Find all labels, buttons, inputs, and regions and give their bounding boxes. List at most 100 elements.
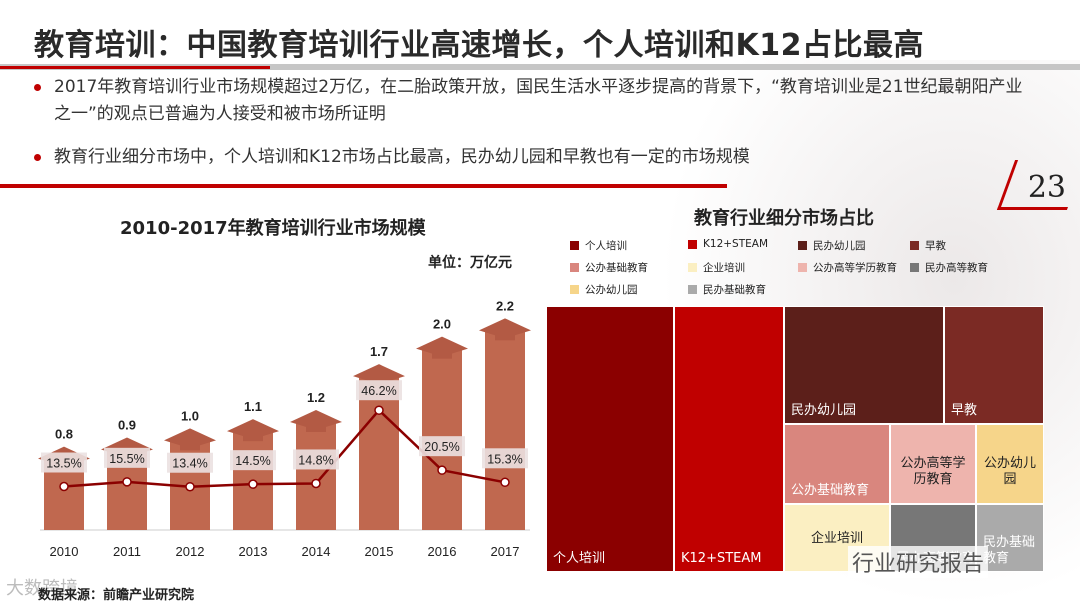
legend-swatch-icon	[570, 241, 579, 250]
legend-swatch-icon	[688, 285, 697, 294]
rate-label-2012: 13.4%	[172, 457, 207, 471]
x-tick-label-2016: 2016	[428, 544, 457, 559]
bar-2014	[296, 420, 336, 530]
treemap-tile-label: 早教	[951, 403, 978, 418]
bar-cap-icon-2015	[353, 364, 405, 385]
legend-item: 公办基础教育	[570, 260, 648, 275]
treemap-tile-label: 公办高等学历教育	[900, 456, 966, 488]
rate-point-2011	[122, 477, 132, 487]
legend-item: K12+STEAM	[688, 238, 768, 250]
page-title: 教育培训：中国教育培训行业高速增长，个人培训和K12占比最高	[34, 28, 924, 63]
rate-label-2011: 15.5%	[109, 452, 144, 466]
legend-swatch-icon	[798, 263, 807, 272]
rate-label-2014: 14.8%	[298, 453, 333, 467]
rate-label-bg-2017	[482, 448, 528, 469]
rate-label-bg-2010	[41, 452, 87, 473]
watermark-right: 行业研究报告	[848, 546, 989, 578]
bullet-dot-icon	[34, 84, 41, 91]
bar-chart: 0.8 2010 0.9 2011 1.0 2012 1.1 2013 1.2 2014 1.7 20…	[38, 298, 531, 559]
legend-swatch-icon	[688, 239, 697, 249]
bar-value-label-2017: 2.2	[496, 298, 514, 313]
treemap-tile: 个人培训	[546, 306, 674, 572]
bar-value-label-2011: 0.9	[118, 418, 136, 433]
treemap-tile-label: 民办基础教育	[983, 535, 1036, 566]
legend-swatch-icon	[798, 241, 807, 250]
rate-label-2016: 20.5%	[424, 440, 459, 454]
rate-label-bg-2011	[104, 447, 150, 468]
legend-swatch-icon	[688, 263, 697, 272]
x-tick-label-2011: 2011	[113, 544, 141, 559]
bar-value-label-2013: 1.1	[244, 399, 262, 414]
x-tick-label-2017: 2017	[491, 544, 520, 559]
bullet-text: 2017年教育培训行业市场规模超过2万亿，在二胎政策开放，国民生活水平逐步提高的…	[54, 77, 1023, 124]
treemap-tile-label: 企业培训	[810, 531, 863, 547]
legend-item: 民办幼儿园	[798, 238, 866, 253]
rate-label-2017: 15.3%	[487, 452, 522, 466]
legend-item: 民办高等教育	[910, 260, 988, 275]
treemap-tile: 民办幼儿园	[784, 306, 944, 424]
legend-label: 公办幼儿园	[585, 284, 638, 296]
treemap-tile: 早教	[944, 306, 1044, 424]
treemap-tile: 公办基础教育	[784, 424, 890, 504]
bar-value-label-2015: 1.7	[370, 344, 388, 359]
treemap-tile-label: 公办基础教育	[791, 483, 870, 498]
treemap-tile: 公办幼儿园	[976, 424, 1044, 504]
bar-value-label-2014: 1.2	[307, 390, 325, 405]
legend-label: 民办基础教育	[703, 284, 766, 296]
rate-label-2010: 13.5%	[46, 457, 81, 471]
legend-label: 个人培训	[585, 240, 627, 252]
legend-item: 早教	[910, 238, 946, 253]
treemap-chart: 个人培训 K12+STEAM 民办幼儿园 早教公办基础教育 公办高等学历教育 公办幼儿园企…	[546, 306, 1046, 572]
legend-swatch-icon	[570, 285, 579, 294]
legend-label: 早教	[925, 240, 946, 252]
bar-cap-base-2014	[306, 424, 326, 432]
bar-cap-icon-2017	[479, 318, 531, 339]
rate-point-2012	[185, 481, 195, 492]
legend-swatch-icon	[570, 263, 579, 272]
treemap-tile-label: 公办幼儿园	[983, 456, 1036, 488]
title-divider	[0, 64, 1080, 70]
bar-2017	[485, 328, 525, 530]
legend-swatch-icon	[910, 241, 919, 250]
rate-point-2013	[248, 479, 258, 489]
treemap-tile: 公办高等学历教育	[890, 424, 976, 504]
data-source: 数据来源：前瞻产业研究院	[38, 588, 195, 603]
rate-point-2014	[311, 478, 321, 489]
growth-rate-line	[63, 408, 506, 488]
legend-label: K12+STEAM	[703, 238, 768, 250]
bullet-point-1: 2017年教育培训行业市场规模超过2万亿，在二胎政策开放，国民生活水平逐步提高的…	[34, 74, 1024, 128]
treemap-tile: K12+STEAM	[674, 306, 784, 572]
legend-item: 个人培训	[570, 238, 627, 253]
legend-item: 公办高等学历教育	[798, 260, 897, 275]
title-divider-accent	[0, 66, 270, 69]
rate-point-2017	[500, 477, 510, 488]
bar-value-label-2012: 1.0	[181, 408, 199, 423]
x-tick-label-2013: 2013	[239, 544, 268, 559]
legend-item: 民办基础教育	[688, 282, 766, 297]
bar-cap-icon-2012	[164, 428, 216, 449]
bar-chart-title: 2010-2017年教育培训行业市场规模	[120, 218, 426, 239]
x-tick-label-2015: 2015	[365, 544, 394, 559]
rate-point-2010	[59, 481, 69, 492]
legend-label: 民办幼儿园	[813, 240, 866, 252]
page-number: 23	[1027, 170, 1066, 205]
bar-cap-icon-2014	[290, 410, 342, 430]
x-tick-label-2010: 2010	[50, 544, 79, 559]
rate-point-2015	[374, 405, 384, 415]
bar-value-label-2016: 2.0	[433, 317, 451, 332]
treemap-tile-label: K12+STEAM	[681, 551, 762, 566]
legend-item: 企业培训	[688, 260, 745, 275]
rate-label-bg-2013	[230, 450, 276, 471]
x-tick-label-2014: 2014	[302, 544, 331, 559]
bullet-text: 教育行业细分市场中，个人培训和K12市场占比最高，民办幼儿园和早教也有一定的市场…	[54, 147, 750, 167]
bar-cap-base-2013	[243, 433, 263, 442]
rate-label-2015: 46.2%	[361, 384, 396, 398]
legend-label: 企业培训	[703, 262, 745, 274]
treemap-tile-label: 个人培训	[553, 551, 606, 566]
legend-item: 公办幼儿园	[570, 282, 638, 297]
rate-label-bg-2014	[293, 449, 339, 470]
watermark-left: 大数跨境	[6, 578, 78, 599]
rate-point-2016	[437, 465, 447, 475]
bullet-point-2: 教育行业细分市场中，个人培训和K12市场占比最高，民办幼儿园和早教也有一定的市场…	[34, 144, 1024, 171]
bar-cap-icon-2013	[227, 419, 279, 440]
